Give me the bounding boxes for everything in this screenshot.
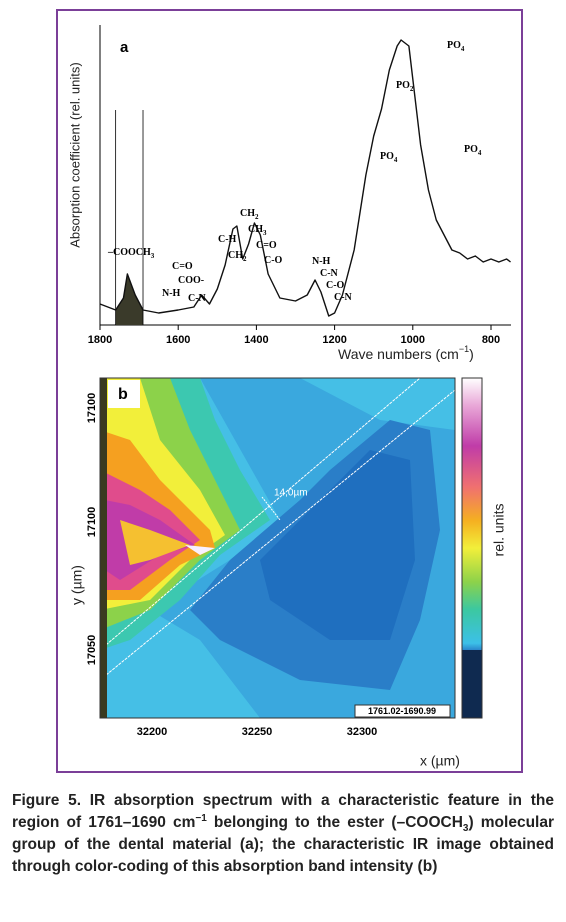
x-tick-label: 1800 bbox=[88, 334, 112, 346]
panel-a: a Absorption coefficient (rel. units) Wa… bbox=[67, 25, 511, 362]
panel-b: b 14,0µm 1761.02-1690.99 rel. units y (µ… bbox=[69, 377, 507, 769]
annotation: C-N bbox=[320, 268, 339, 279]
x-tick-label: 1000 bbox=[401, 334, 425, 346]
x-axis-label: x (µm) bbox=[420, 753, 460, 769]
colorbar-label: rel. units bbox=[491, 504, 507, 557]
annotation: C-O bbox=[264, 255, 283, 266]
annotation: PO2 bbox=[396, 80, 414, 92]
figure: a Absorption coefficient (rel. units) Wa… bbox=[56, 9, 523, 773]
annotation: C=O bbox=[256, 240, 277, 251]
annotation: CH2 bbox=[240, 208, 259, 220]
x-tick-label: 800 bbox=[482, 334, 500, 346]
annotation: PO4 bbox=[380, 151, 398, 163]
x-tick-label: 1400 bbox=[244, 334, 268, 346]
caption: Figure 5. IR absorption spectrum with a … bbox=[12, 790, 554, 878]
x-tick-label: 32200 bbox=[137, 726, 168, 738]
heatmap-frame bbox=[99, 377, 456, 719]
annotation: N-H bbox=[312, 256, 331, 267]
y-axis-label: Absorption coefficient (rel. units) bbox=[67, 62, 82, 247]
figure-border bbox=[56, 9, 523, 773]
annotation: C-O bbox=[326, 280, 345, 291]
annotation: –COOCH3 bbox=[107, 247, 155, 259]
x-axis-label: Wave numbers (cm−1) bbox=[338, 344, 474, 361]
y-axis-label: y (µm) bbox=[69, 565, 85, 605]
caption-text: 3 bbox=[462, 823, 469, 835]
colorbar bbox=[461, 377, 483, 719]
annotation: C=O bbox=[172, 261, 193, 272]
heatmap bbox=[100, 378, 455, 718]
band-box bbox=[354, 704, 451, 718]
annotation: C-N bbox=[188, 293, 207, 304]
x-tick-label: 1600 bbox=[166, 334, 190, 346]
annotation: COO- bbox=[178, 275, 204, 286]
y-tick-label: 17100 bbox=[86, 393, 98, 424]
annotation: C-H bbox=[218, 234, 237, 245]
y-tick-label: 17100 bbox=[86, 507, 98, 538]
caption-text: Figure 5. IR absorption spectrum with a … bbox=[12, 792, 554, 831]
annotation: PO4 bbox=[464, 144, 482, 156]
distance-label: 14,0µm bbox=[274, 488, 308, 499]
annotation: PO4 bbox=[447, 40, 465, 52]
spectrum-line bbox=[99, 39, 511, 317]
caption-text: belonging to the ester (–COOCH bbox=[206, 814, 463, 831]
annotation: C-N bbox=[334, 292, 353, 303]
caption-text: ) molecular group of the dental material… bbox=[12, 814, 555, 875]
label-box bbox=[108, 380, 140, 408]
annotation: CH3 bbox=[248, 224, 267, 236]
band-label: 1761.02-1690.99 bbox=[368, 706, 436, 716]
x-tick-label: 1200 bbox=[322, 334, 346, 346]
y-tick-label: 17050 bbox=[86, 635, 98, 666]
x-tick-label: 32300 bbox=[347, 726, 378, 738]
panel-label: a bbox=[120, 39, 129, 56]
panel-label: b bbox=[118, 386, 128, 403]
annotation: CH2 bbox=[228, 250, 247, 262]
x-tick-label: 32250 bbox=[242, 726, 273, 738]
caption-text: −1 bbox=[195, 812, 207, 824]
band-area bbox=[115, 274, 144, 325]
annotation: N-H bbox=[162, 288, 181, 299]
